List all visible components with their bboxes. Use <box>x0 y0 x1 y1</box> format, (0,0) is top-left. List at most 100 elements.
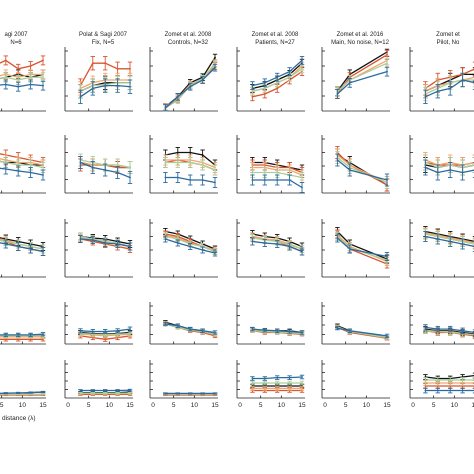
data-point <box>436 328 439 330</box>
data-point <box>201 179 204 181</box>
data-point <box>276 171 279 174</box>
data-point <box>104 62 107 65</box>
data-point <box>17 67 20 70</box>
data-point <box>288 382 291 384</box>
data-point <box>42 391 44 393</box>
data-point <box>276 87 279 90</box>
data-point <box>104 84 107 87</box>
data-point <box>4 76 7 79</box>
data-point <box>91 389 94 392</box>
data-point <box>386 255 388 258</box>
data-point <box>42 333 44 336</box>
data-point <box>104 389 107 392</box>
data-point <box>436 90 439 93</box>
data-point <box>214 56 216 59</box>
column-subtitle: Controls, N=32 <box>168 40 209 46</box>
x-tick-label: 15 <box>39 402 47 409</box>
data-point <box>301 59 303 62</box>
data-point <box>424 235 427 238</box>
data-point <box>449 389 452 392</box>
data-point <box>129 332 131 335</box>
data-point <box>42 166 44 169</box>
data-point <box>164 392 167 395</box>
data-point <box>461 243 464 245</box>
data-point <box>4 59 7 62</box>
data-point <box>116 243 119 245</box>
data-point <box>104 242 107 244</box>
data-point <box>91 239 94 241</box>
data-point <box>348 169 351 171</box>
data-point <box>263 377 266 380</box>
x-tick-label: 10 <box>451 402 459 409</box>
data-point <box>461 79 464 81</box>
data-point <box>263 87 266 90</box>
data-point <box>176 95 179 98</box>
data-point <box>449 87 452 90</box>
data-point <box>424 166 427 169</box>
data-point <box>189 85 192 88</box>
data-point <box>386 335 388 337</box>
data-point <box>301 331 303 334</box>
data-point <box>104 338 107 341</box>
data-point <box>336 327 339 329</box>
data-point <box>276 243 279 245</box>
data-point <box>79 392 82 395</box>
data-point <box>276 76 279 79</box>
data-point <box>79 161 82 164</box>
data-point <box>189 392 192 395</box>
data-point <box>4 168 7 170</box>
data-point <box>104 392 107 395</box>
data-point <box>29 248 32 250</box>
data-point <box>79 329 82 332</box>
x-tick-label: 10 <box>363 402 371 409</box>
data-point <box>214 331 216 334</box>
x-tick-label: 5 <box>344 402 348 409</box>
data-point <box>189 328 192 330</box>
data-point <box>436 171 439 174</box>
data-point <box>116 392 119 395</box>
data-point <box>301 67 303 70</box>
data-point <box>301 376 303 378</box>
data-point <box>336 237 339 239</box>
data-point <box>263 93 266 95</box>
data-point <box>29 393 32 395</box>
data-point <box>4 333 7 336</box>
data-point <box>42 59 44 62</box>
data-point <box>42 84 44 87</box>
column-title: Zomet et al. 2008 <box>252 32 299 38</box>
data-point <box>17 85 20 88</box>
data-point <box>336 159 339 161</box>
data-point <box>4 83 7 86</box>
data-point <box>116 67 119 70</box>
data-point <box>17 170 20 172</box>
data-point <box>129 166 131 169</box>
x-tick-label: 5 <box>432 402 436 409</box>
data-point <box>42 250 44 253</box>
data-point <box>301 382 303 384</box>
data-point <box>449 379 452 381</box>
x-tick-label: 10 <box>106 402 114 409</box>
x-tick-label: 15 <box>471 402 474 409</box>
data-point <box>449 328 452 330</box>
data-point <box>276 329 279 332</box>
data-point <box>436 389 439 392</box>
data-point <box>348 248 351 250</box>
data-point <box>29 391 32 394</box>
data-point <box>164 238 167 240</box>
data-point <box>251 179 254 181</box>
column-subtitle: Fix, N=5 <box>92 40 115 46</box>
x-tick-label: 0 <box>323 402 327 409</box>
data-point <box>386 179 388 181</box>
data-point <box>91 166 94 169</box>
data-point <box>301 250 303 253</box>
data-point <box>301 186 303 189</box>
data-point <box>164 176 167 179</box>
data-point <box>263 242 266 244</box>
data-point <box>4 392 7 395</box>
data-point <box>276 382 279 384</box>
data-point <box>129 85 131 88</box>
data-point <box>386 53 388 56</box>
data-point <box>29 171 32 174</box>
x-axis-label: r distance (λ) <box>0 415 36 422</box>
data-point <box>461 329 464 332</box>
